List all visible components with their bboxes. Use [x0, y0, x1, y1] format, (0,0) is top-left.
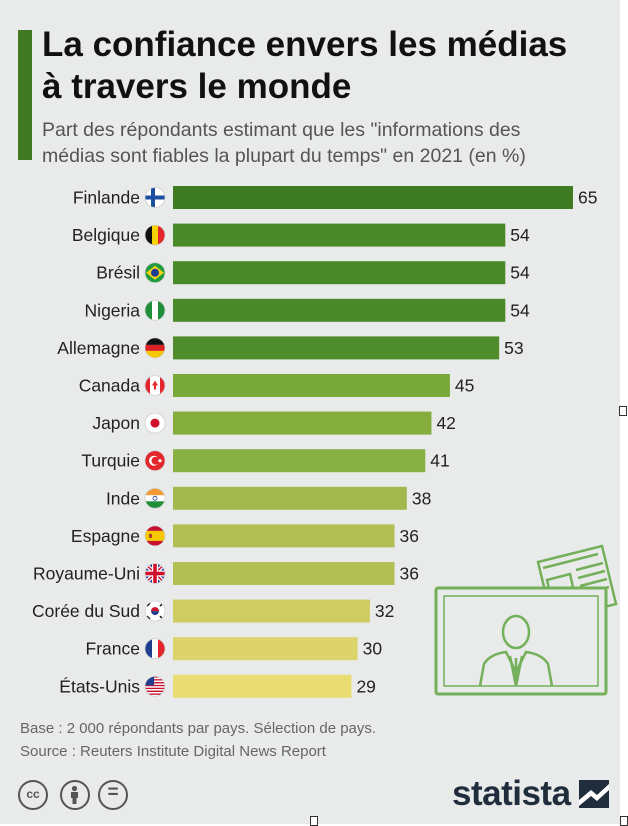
category-label: Inde — [106, 488, 140, 508]
value-label: 45 — [455, 376, 474, 396]
value-label: 30 — [363, 639, 383, 659]
bar-row: Allemagne 53 — [57, 336, 524, 360]
france-flag-icon — [144, 638, 166, 660]
bar — [173, 449, 426, 473]
statista-logo-icon — [578, 780, 609, 808]
attribution-icon[interactable] — [60, 780, 90, 810]
bar-row: Nigeria 54 — [85, 298, 530, 322]
turkey-flag-icon — [144, 450, 166, 472]
page-title: La confiance envers les médias à travers… — [42, 24, 612, 108]
value-label: 54 — [510, 263, 530, 283]
title-accent-bar — [18, 30, 32, 160]
bar — [173, 374, 450, 397]
title-line-1: La confiance envers les médias — [42, 25, 568, 64]
category-label: Corée du Sud — [32, 601, 140, 621]
value-label: 36 — [400, 564, 419, 584]
canada-flag-icon — [144, 375, 166, 396]
creative-commons-icon[interactable]: cc — [18, 780, 48, 810]
bar — [173, 223, 506, 247]
bar-row: Brésil 54 — [96, 261, 530, 285]
spain-flag-icon — [144, 525, 166, 547]
finland-flag-icon — [144, 187, 166, 208]
bar — [173, 524, 395, 548]
south-korea-flag-icon — [144, 600, 166, 622]
value-label: 32 — [375, 601, 394, 621]
bar-row: Corée du Sud 32 — [32, 599, 394, 623]
bar — [173, 599, 370, 623]
category-label: États-Unis — [59, 676, 140, 696]
bar-row: Inde 38 — [106, 486, 431, 510]
bar-row: Royaume-Uni 36 — [33, 562, 419, 585]
footer-source: Source : Reuters Institute Digital News … — [20, 743, 326, 760]
bar-row: Canada 45 — [79, 374, 474, 397]
value-label: 42 — [436, 413, 455, 433]
india-flag-icon — [144, 487, 166, 509]
footer-base-note: Base : 2 000 répondants par pays. Sélect… — [20, 720, 377, 737]
bar-row: Turquie 41 — [81, 449, 450, 473]
category-label: Turquie — [81, 451, 140, 471]
usa-flag-icon — [144, 675, 166, 697]
category-label: Finlande — [73, 188, 140, 208]
bar — [173, 411, 432, 435]
subtitle-line-2: médias sont fiables la plupart du temps"… — [42, 145, 526, 167]
brand-name: statista — [452, 774, 571, 813]
value-label: 36 — [400, 526, 419, 546]
bar — [173, 637, 358, 661]
value-label: 54 — [510, 225, 530, 245]
value-label: 54 — [510, 300, 530, 320]
value-label: 65 — [578, 188, 597, 208]
bar-row: Espagne 36 — [71, 524, 419, 548]
title-line-2: à travers le monde — [42, 67, 352, 106]
category-label: Espagne — [71, 526, 140, 546]
newspaper-tv-icon — [434, 544, 618, 696]
category-label: Nigeria — [85, 300, 141, 320]
brazil-flag-icon — [144, 262, 166, 284]
category-label: Canada — [79, 376, 141, 396]
bar — [173, 486, 407, 510]
bar — [173, 674, 352, 698]
bar — [173, 298, 506, 322]
category-label: Royaume-Uni — [33, 564, 140, 584]
uk-flag-icon — [144, 563, 166, 584]
statista-logo[interactable]: statista — [452, 774, 609, 814]
bar — [173, 562, 395, 585]
subtitle: Part des répondants estimant que les "in… — [42, 117, 612, 169]
bar — [173, 186, 573, 209]
bar — [173, 336, 500, 360]
value-label: 38 — [412, 488, 431, 508]
bar-row: États-Unis 29 — [59, 674, 376, 698]
bar-row: Belgique 54 — [72, 223, 530, 247]
nigeria-flag-icon — [144, 299, 166, 321]
bar-row: France 30 — [86, 637, 383, 661]
category-label: Allemagne — [57, 338, 140, 358]
edge-marker — [310, 816, 318, 826]
germany-flag-icon — [144, 337, 166, 359]
value-label: 29 — [356, 676, 375, 696]
bar-chart: Finlande 65 Belgique 54 Brésil 54 Nigeria 54 All… — [32, 186, 597, 698]
bar-row: Finlande 65 — [73, 186, 597, 209]
category-label: Japon — [92, 413, 140, 433]
value-label: 53 — [504, 338, 523, 358]
bar — [173, 261, 506, 285]
belgium-flag-icon — [144, 224, 166, 246]
category-label: Belgique — [72, 225, 140, 245]
bar-row: Japon 42 — [92, 411, 456, 435]
no-derivatives-icon[interactable]: = — [98, 780, 128, 810]
edge-marker — [620, 816, 628, 826]
edge-marker — [619, 406, 627, 416]
category-label: Brésil — [96, 263, 140, 283]
subtitle-line-1: Part des répondants estimant que les "in… — [42, 119, 521, 141]
category-label: France — [86, 639, 140, 659]
japan-flag-icon — [144, 412, 166, 434]
value-label: 41 — [430, 451, 449, 471]
